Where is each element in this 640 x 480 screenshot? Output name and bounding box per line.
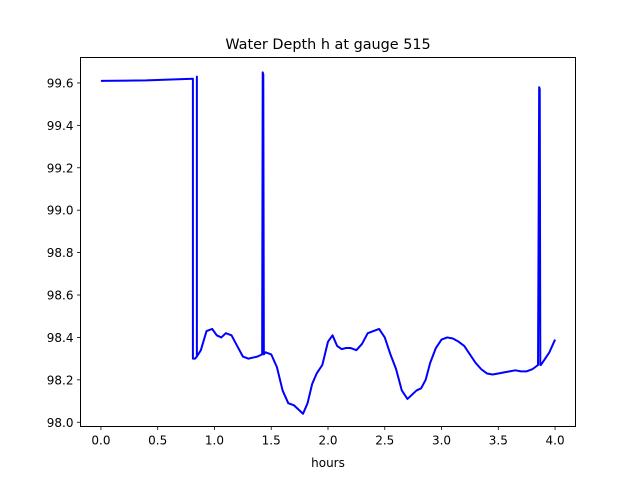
- y-axis: 98.0 98.2 98.4 98.6 98.8 99.0 99.2 99.4 99.6: [47, 76, 81, 430]
- y-tick-label: 99.4: [47, 119, 74, 133]
- x-tick-label: 2.5: [375, 434, 394, 448]
- x-tick-label: 1.0: [205, 434, 224, 448]
- x-tick-label: 2.0: [318, 434, 337, 448]
- x-axis-label: hours: [311, 456, 345, 470]
- y-tick-label: 99.6: [47, 76, 74, 90]
- x-tick-label: 3.0: [432, 434, 451, 448]
- y-tick-label: 98.6: [47, 289, 74, 303]
- x-tick-label: 1.5: [262, 434, 281, 448]
- x-axis: 0.0 0.5 1.0 1.5 2.0 2.5 3.0 3.5 4.0: [91, 426, 565, 448]
- y-tick-label: 98.2: [47, 373, 74, 387]
- plot-area: [100, 71, 556, 415]
- x-tick-label: 0.5: [148, 434, 167, 448]
- y-tick-label: 98.0: [47, 416, 74, 430]
- x-tick-label: 4.0: [546, 434, 565, 448]
- y-tick-label: 99.2: [47, 161, 74, 175]
- chart-title: Water Depth h at gauge 515: [225, 37, 430, 53]
- x-tick-label: 0.0: [91, 434, 110, 448]
- x-tick-label: 3.5: [489, 434, 508, 448]
- y-tick-label: 98.4: [47, 331, 74, 345]
- plot-frame: [80, 57, 576, 427]
- y-tick-label: 99.0: [47, 204, 74, 218]
- y-tick-label: 98.8: [47, 246, 74, 260]
- series-line-0: [100, 71, 556, 415]
